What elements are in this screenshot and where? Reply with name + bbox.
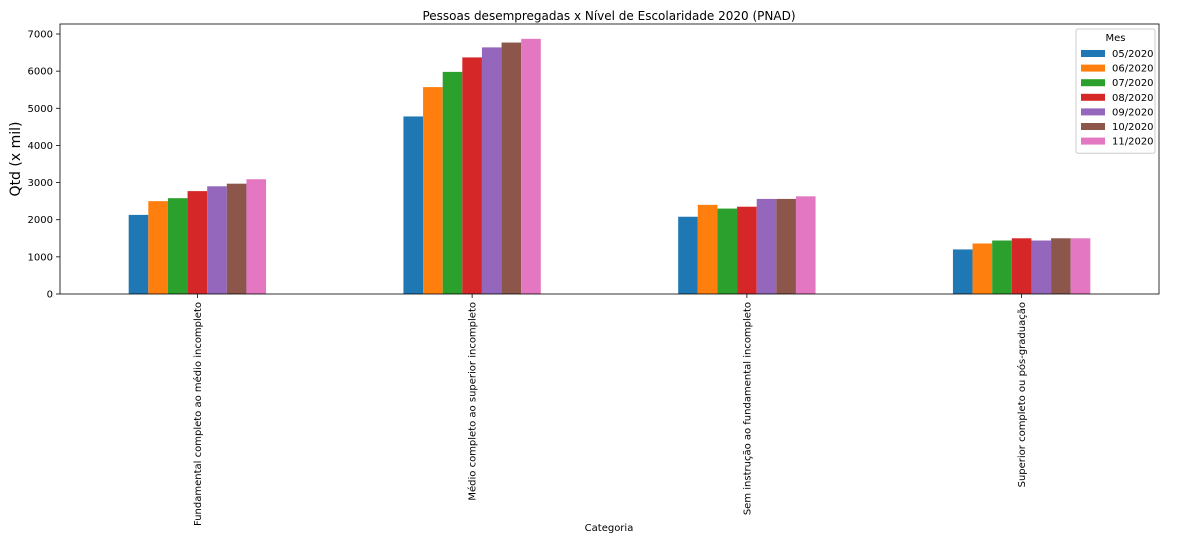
bar [462,57,482,295]
x-tick-label: Superior completo ou pós-graduação [1016,302,1028,487]
legend-swatch [1081,50,1105,57]
bar [128,214,149,294]
bar [717,208,738,294]
bar [246,179,267,294]
bar [1070,238,1091,294]
x-tick-label: Fundamental completo ao médio incompleto [192,302,204,526]
y-axis-label: Qtd (x mil) [8,122,24,197]
y-tick-label: 6000 [28,67,53,78]
bar [952,249,973,294]
legend-entry-label: 09/2020 [1112,107,1154,118]
x-axis-label: Categoria [585,523,634,534]
legend-swatch [1081,79,1105,87]
plot-frame [59,23,1160,295]
legend-swatch [1081,108,1105,116]
bar [1031,240,1052,294]
bar [1011,238,1032,294]
legend-swatch [1081,64,1105,72]
bar [992,240,1012,294]
legend-swatch [1081,123,1105,130]
y-tick-label: 0 [47,290,53,301]
bar [756,198,777,294]
legend-entry-label: 08/2020 [1112,93,1154,104]
y-tick-label: 7000 [28,30,53,41]
legend-entry-label: 06/2020 [1112,64,1154,75]
bars-group [128,38,1091,295]
legend-title: Mes [1106,33,1126,44]
bar [501,42,522,294]
chart-title: Pessoas desempregadas x Nível de Escolar… [422,9,795,23]
bar [148,201,168,294]
y-tick-label: 1000 [28,252,53,263]
bar [481,47,502,294]
bar [1051,238,1071,294]
bar [403,116,424,294]
y-tick-label: 2000 [28,215,53,226]
legend-entry-label: 11/2020 [1112,137,1154,148]
bar [226,183,247,294]
legend-entry-label: 10/2020 [1112,122,1154,133]
bar [678,216,698,294]
y-tick-label: 4000 [28,141,53,152]
y-tick-label: 3000 [28,178,53,189]
bar [521,38,541,295]
x-axis: Fundamental completo ao médio incompleto… [192,294,1028,526]
legend: Mes 05/2020 06/2020 07/2020 08/2020 09/2020 10… [1075,28,1156,154]
legend-swatch [1081,93,1105,101]
bar [776,198,796,294]
y-axis: 0 1000 2000 3000 4000 5000 6000 7000 [28,30,60,301]
bar [972,243,993,294]
bar [442,71,463,294]
x-tick-label: Sem instrução ao fundamental incompleto [742,302,753,515]
legend-entry-label: 05/2020 [1112,49,1154,60]
x-tick-label: Médio completo ao superior incompleto [467,302,479,501]
bar [207,186,227,294]
legend-swatch [1081,137,1105,145]
bar [187,191,208,294]
bar [737,206,757,294]
bar [795,196,816,294]
bar [697,204,718,294]
legend-box [1075,28,1156,154]
bar [167,198,188,294]
bar [423,87,443,294]
legend-entry-label: 07/2020 [1112,78,1154,89]
y-tick-label: 5000 [28,104,53,115]
